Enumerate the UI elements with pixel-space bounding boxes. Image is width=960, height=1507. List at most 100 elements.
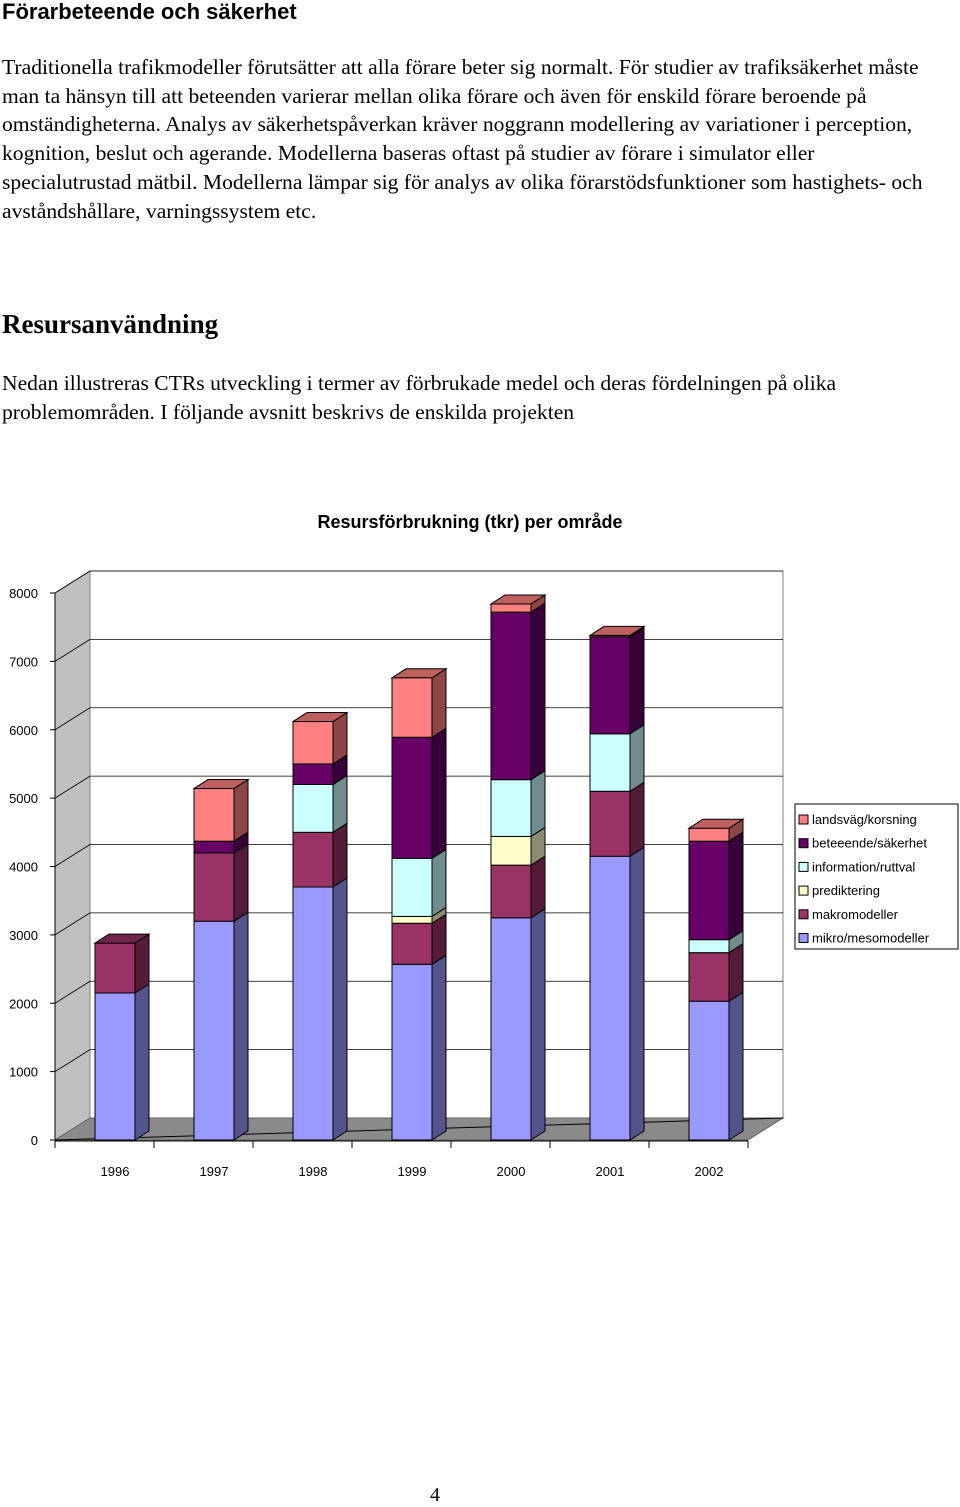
legend-label: information/ruttval [812,859,915,874]
bar-1998-top [291,712,349,723]
gridline-side [54,980,91,1004]
bar-2002-top [687,818,745,829]
gridline-side [54,775,91,799]
bar-2001-beteeende-s-kerhet-side [629,626,645,735]
x-tick-label-2002: 2002 [695,1164,724,1179]
bar-1999-makromodeller-front [391,922,433,965]
bar-2002-information-ruttval-front [688,939,730,954]
bar-2000-makromodeller-front [490,864,532,919]
bar-2000-makromodeller-side [530,855,546,919]
chart-y-tick-labels: 0 1000 2000 3000 4000 5000 6000 7000 8000 [9,586,38,1148]
bar-2000-prediktering-front [490,835,532,866]
gridline-side [54,707,91,731]
y-tick-label: 3000 [9,928,38,943]
page-number: 4 [430,1484,440,1506]
x-tick-label-2000: 2000 [497,1164,526,1179]
chart-title: Resursförbrukning (tkr) per område [317,512,622,532]
legend-label: makromodeller [812,907,899,922]
bar-2002-makromodeller-side [728,942,744,1003]
chart-legend: landsväg/korsning beteeende/säkerhet infor… [794,803,959,950]
legend-swatch [798,909,809,920]
bar-2000-beteeende-s-kerhet-side [530,602,546,781]
bar-1997-mikro-mesomodeller-side [233,911,249,1141]
bar-1999-beteeende-s-kerhet-side [431,727,447,860]
legend-label: mikro/mesomodeller [812,931,930,946]
legend-swatch [798,838,809,849]
bar-2001-information-ruttval-front [589,733,631,792]
bar-2002-makromodeller-front [688,952,730,1002]
bar-1999-landsv-g-korsning-side [431,667,447,739]
y-tick-label: 1000 [9,1065,38,1080]
bar-1999-information-ruttval-front [391,857,433,917]
bar-1996-makromodeller-side [134,933,150,994]
y-tick-label: 6000 [9,723,38,738]
bar-1997-top [192,779,250,790]
section-paragraph-resource-usage: Nedan illustreras CTRs utveckling i term… [2,371,837,424]
bar-2002-beteeende-s-kerhet-front [688,840,730,941]
bar-1999-information-ruttval-side [431,848,447,918]
bar-2001-mikro-mesomodeller-front [589,855,631,1141]
bar-1999-prediktering-front [391,915,433,924]
section-heading-resource-usage: Resursanvändning [2,309,219,339]
gridline-side [54,912,91,936]
bar-2000-top [489,594,547,605]
bar-1997-makromodeller-side [233,842,249,923]
bar-2000-mikro-mesomodeller-side [530,907,546,1141]
legend-swatch [798,814,809,825]
bar-2002-landsv-g-korsning-front [688,827,730,842]
y-tick-label: 7000 [9,654,38,669]
y-tick-label: 4000 [9,860,38,875]
x-tick-label-1998: 1998 [299,1164,328,1179]
bar-1998-landsv-g-korsning-front [292,721,334,765]
bar-1996-mikro-mesomodeller-side [134,983,150,1141]
bar-1997-landsv-g-korsning-side [233,778,249,843]
bar-1998-information-ruttval-front [292,783,334,833]
legend-label: prediktering [812,883,880,898]
bar-1997-mikro-mesomodeller-front [193,920,235,1141]
bar-2001-mikro-mesomodeller-side [629,846,645,1141]
x-tick-label-1999: 1999 [398,1164,427,1179]
bar-1996-makromodeller-front [94,942,136,994]
bar-1999-beteeende-s-kerhet-front [391,736,433,859]
bar-2000-beteeende-s-kerhet-front [490,611,532,781]
gridline-side [54,639,91,662]
gridline-side [54,570,91,594]
gridline-side [54,1049,91,1072]
bar-2001-beteeende-s-kerhet-front [589,636,631,735]
bar-1997-beteeende-s-kerhet-front [193,840,235,854]
bar-1996-mikro-mesomodeller-front [94,992,136,1141]
legend-box [794,803,959,950]
bar-1998-mikro-mesomodeller-front [292,886,334,1141]
y-tick-label: 5000 [9,791,38,806]
y-tick-label: 2000 [9,996,38,1011]
x-tick-label-1996: 1996 [101,1164,130,1179]
section-heading-driver-behavior: Förarbeteende och säkerhet [2,0,297,24]
bar-2001-top [588,625,646,636]
bar-1998-mikro-mesomodeller-side [332,877,348,1141]
bar-2002-beteeende-s-kerhet-side [728,831,744,941]
x-tick-label-1997: 1997 [200,1164,229,1179]
bar-1999-mikro-mesomodeller-side [431,954,447,1141]
bar-1999-landsv-g-korsning-front [391,677,433,738]
legend-label: beteeende/säkerhet [812,836,927,851]
bar-1997-landsv-g-korsning-front [193,788,235,842]
chart-bars [93,594,745,1141]
x-tick-label-2001: 2001 [596,1164,625,1179]
bar-1996-top [93,933,151,944]
resource-usage-chart: Resursförbrukning (tkr) per område 0 1000… [9,512,959,1179]
bar-2000-information-ruttval-front [490,779,532,837]
bar-2000-landsv-g-korsning-front [490,603,532,613]
bar-1998-makromodeller-side [332,822,348,888]
bar-1999-top [390,668,448,679]
bar-1997-makromodeller-front [193,852,235,922]
y-tick-label: 8000 [9,586,38,601]
bar-2000-information-ruttval-side [530,769,546,838]
legend-label: landsväg/korsning [812,812,917,827]
section-paragraph-driver-behavior: Traditionella trafikmodeller förutsätter… [2,55,923,223]
gridline-side [54,844,91,867]
bar-1999-mikro-mesomodeller-front [391,963,433,1141]
y-tick-label: 0 [31,1133,38,1148]
bar-2000-mikro-mesomodeller-front [490,917,532,1141]
bar-2001-makromodeller-side [629,781,645,858]
legend-swatch [798,933,809,943]
